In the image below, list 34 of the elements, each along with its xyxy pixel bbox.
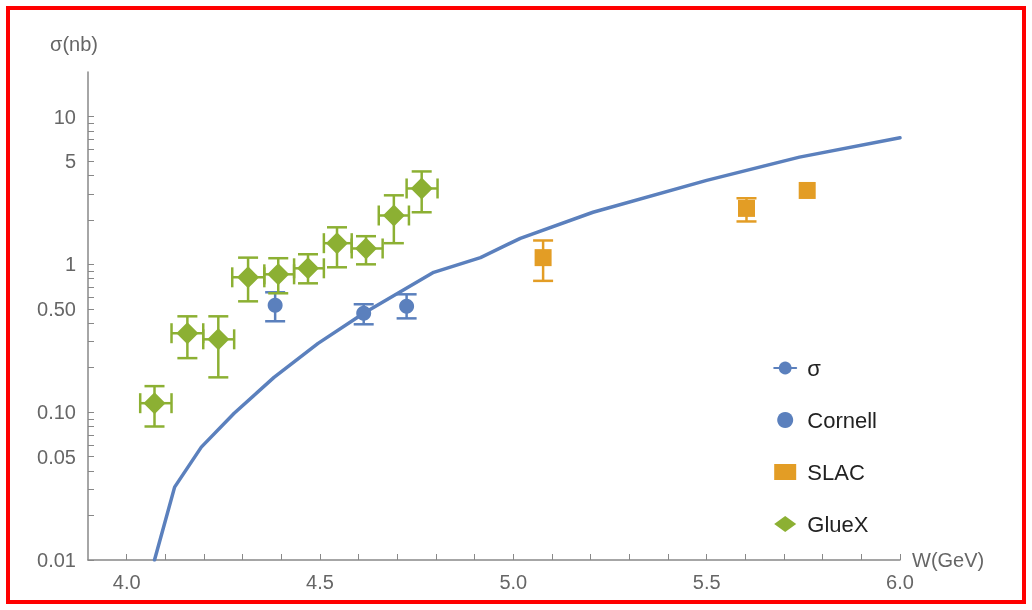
y-tick-label: 0.01 [37,549,76,571]
point [237,266,260,289]
y-tick-label: 0.10 [37,401,76,424]
legend-label: Cornell [801,407,877,433]
y-tick-label: 10 [53,105,76,128]
y-tick-label: 0.50 [37,297,76,320]
point [410,177,433,200]
y-tick-label: 1 [64,253,76,276]
point [737,199,755,217]
point [382,204,405,227]
legend-label: σ [801,355,822,381]
point [207,328,230,351]
point [355,237,378,260]
point [798,181,816,199]
legend-label: GlueX [801,511,869,537]
y-tick-label: 0.05 [37,445,76,468]
point [267,297,283,313]
point [297,257,320,280]
point [267,263,290,286]
point [176,322,199,345]
point [399,298,415,314]
x-axis-title: W(GeV) [912,549,985,571]
x-tick-label: 4.5 [306,571,334,593]
point [356,305,372,321]
y-tick-label: 5 [64,150,76,172]
x-tick-label: 5.0 [499,571,528,593]
x-tick-label: 6.0 [886,571,914,593]
point [534,249,552,267]
x-tick-label: 4.0 [112,571,141,593]
line-series [152,136,902,562]
x-tick-label: 5.5 [692,571,721,593]
legend-label: SLAC [801,459,865,485]
point [143,392,166,415]
y-axis-title: σ(nb) [50,33,98,55]
